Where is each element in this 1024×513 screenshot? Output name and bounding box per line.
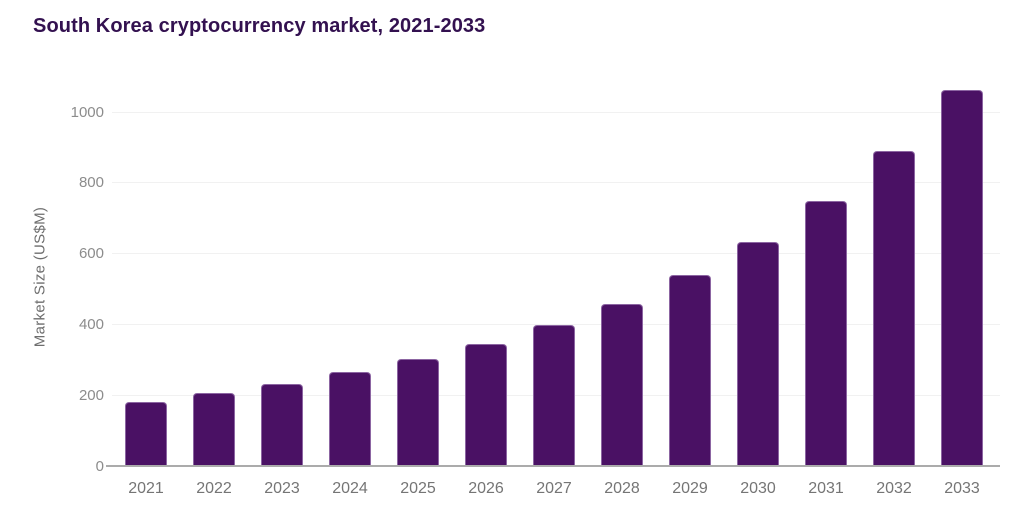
bar-2021 xyxy=(125,402,167,466)
bar-2028 xyxy=(601,304,643,466)
bar-2025 xyxy=(397,359,439,466)
y-tick-label-400: 400 xyxy=(78,316,104,333)
gridline-800 xyxy=(112,182,1000,183)
y-tick-label-200: 200 xyxy=(78,387,104,404)
x-tick-label-2030: 2030 xyxy=(740,480,776,497)
bar-2032 xyxy=(873,151,915,466)
x-tick-label-2025: 2025 xyxy=(400,480,436,497)
chart-title: South Korea cryptocurrency market, 2021-… xyxy=(33,15,486,37)
bar-2023 xyxy=(261,384,303,466)
bar-2026 xyxy=(465,344,507,466)
bar-2031 xyxy=(805,201,847,466)
x-tick-label-2028: 2028 xyxy=(604,480,640,497)
x-axis-baseline xyxy=(106,465,1000,467)
x-tick-label-2026: 2026 xyxy=(468,480,504,497)
gridline-1000 xyxy=(112,112,1000,113)
y-tick-label-1000: 1000 xyxy=(70,104,104,121)
gridline-600 xyxy=(112,253,1000,254)
x-tick-label-2031: 2031 xyxy=(808,480,844,497)
x-tick-label-2022: 2022 xyxy=(196,480,232,497)
x-tick-label-2029: 2029 xyxy=(672,480,708,497)
bar-2024 xyxy=(329,372,371,466)
x-tick-label-2033: 2033 xyxy=(944,480,980,497)
bar-2022 xyxy=(193,393,235,466)
x-tick-label-2021: 2021 xyxy=(128,480,164,497)
y-tick-label-600: 600 xyxy=(78,245,104,262)
bar-2029 xyxy=(669,275,711,466)
x-tick-label-2023: 2023 xyxy=(264,480,300,497)
gridline-400 xyxy=(112,324,1000,325)
y-tick-label-0: 0 xyxy=(95,458,104,475)
bar-2030 xyxy=(737,242,779,466)
bar-2033 xyxy=(941,90,983,466)
x-tick-label-2032: 2032 xyxy=(876,480,912,497)
x-tick-label-2024: 2024 xyxy=(332,480,368,497)
y-tick-label-800: 800 xyxy=(78,174,104,191)
x-tick-label-2027: 2027 xyxy=(536,480,572,497)
bar-2027 xyxy=(533,325,575,466)
